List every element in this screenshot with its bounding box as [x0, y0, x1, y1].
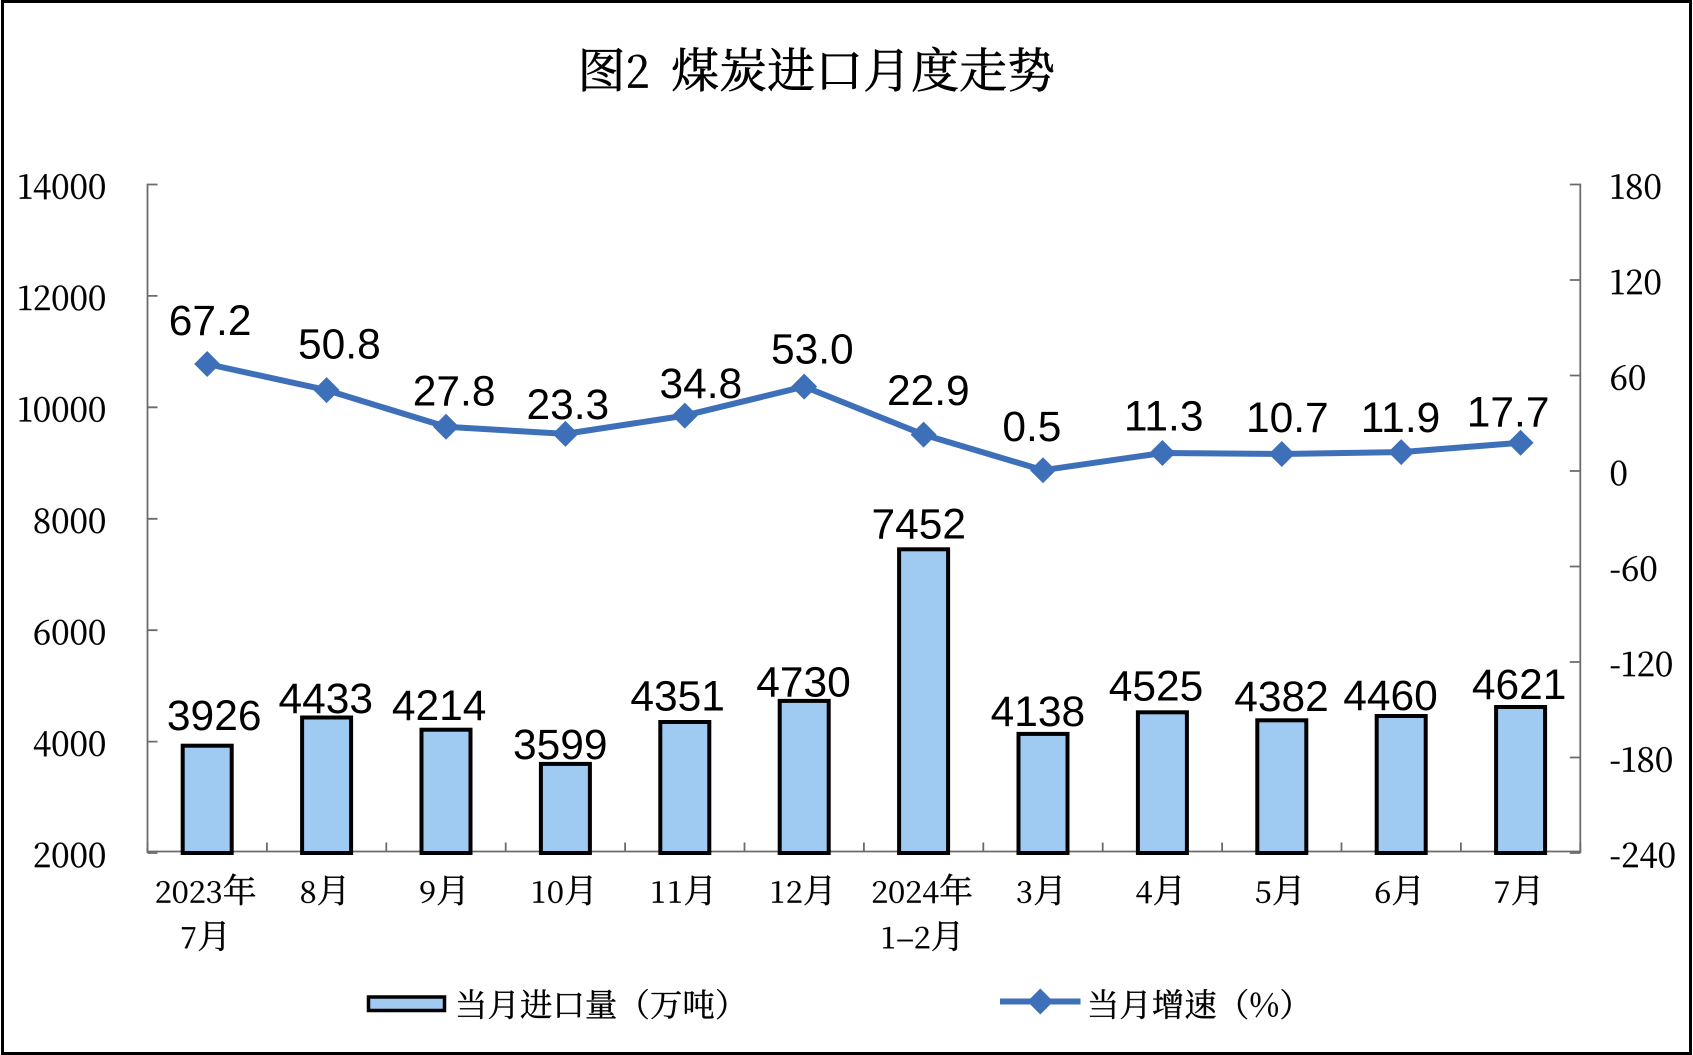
svg-text:27.8: 27.8 — [413, 368, 496, 415]
svg-text:34.8: 34.8 — [659, 361, 742, 408]
svg-text:11.9: 11.9 — [1361, 395, 1441, 442]
svg-text:7452: 7452 — [872, 501, 967, 548]
svg-text:50.8: 50.8 — [298, 322, 381, 369]
svg-text:67.2: 67.2 — [169, 298, 252, 345]
svg-text:0.5: 0.5 — [1002, 404, 1061, 451]
svg-text:4730: 4730 — [756, 660, 851, 707]
svg-text:22.9: 22.9 — [887, 368, 970, 415]
svg-text:23.3: 23.3 — [526, 382, 609, 429]
svg-text:4138: 4138 — [991, 689, 1086, 736]
svg-text:17.7: 17.7 — [1467, 389, 1550, 436]
svg-text:4382: 4382 — [1234, 674, 1329, 721]
svg-text:10.7: 10.7 — [1246, 395, 1329, 442]
svg-text:4621: 4621 — [1472, 662, 1567, 709]
svg-text:53.0: 53.0 — [771, 327, 854, 374]
svg-text:3926: 3926 — [167, 693, 262, 740]
svg-text:4351: 4351 — [630, 673, 725, 720]
svg-text:4525: 4525 — [1109, 663, 1204, 710]
svg-text:4214: 4214 — [392, 683, 487, 730]
svg-text:3599: 3599 — [513, 722, 608, 769]
svg-text:4460: 4460 — [1343, 673, 1438, 720]
svg-text:11.3: 11.3 — [1124, 393, 1204, 440]
svg-text:4433: 4433 — [279, 676, 374, 723]
